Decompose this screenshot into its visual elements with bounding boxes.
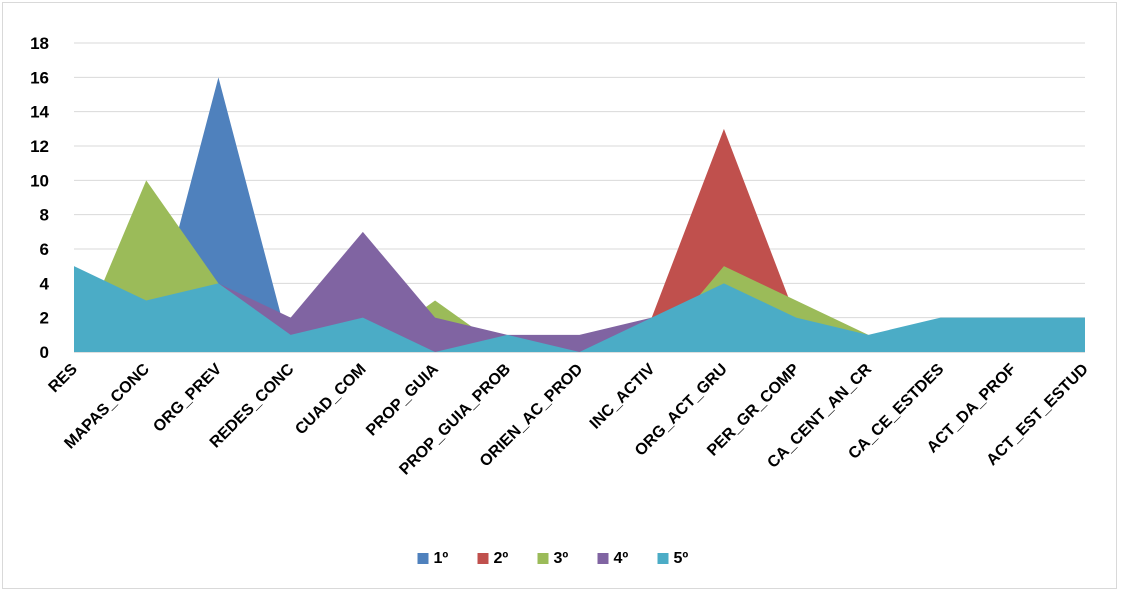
- x-tick-label: ORG_PREV: [150, 361, 225, 436]
- y-tick-label: 0: [40, 343, 49, 362]
- legend-label-2: 2º: [494, 550, 509, 567]
- y-tick-label: 6: [40, 240, 49, 259]
- series-area-5: [74, 266, 1085, 352]
- y-tick-label: 4: [40, 274, 50, 293]
- series-area-4: [74, 231, 1085, 352]
- x-tick-label: PROP_GUIA: [363, 360, 442, 439]
- y-tick-label: 10: [30, 171, 49, 190]
- legend-label-4: 4º: [614, 550, 629, 567]
- legend-swatch-4: [597, 553, 609, 564]
- y-tick-label: 8: [40, 206, 49, 225]
- y-tick-label: 12: [30, 137, 49, 156]
- x-tick-label: CUAD_COM: [292, 361, 369, 438]
- area-series: [74, 77, 1085, 352]
- legend-swatch-5: [657, 553, 669, 564]
- x-axis-ticks: RESMAPAS_CONCORG_PREVREDES_CONCCUAD_COMP…: [46, 360, 1092, 478]
- y-tick-label: 2: [40, 309, 49, 328]
- legend-label-5: 5º: [674, 550, 689, 567]
- y-axis-ticks: 0 2 4 6 8 10 12 14 16 18: [30, 34, 49, 362]
- y-tick-label: 16: [30, 68, 49, 87]
- legend-label-3: 3º: [554, 550, 569, 567]
- legend: 1º 2º 3º 4º 5º: [417, 550, 689, 567]
- legend-swatch-2: [477, 553, 489, 564]
- y-tick-label: 14: [30, 103, 49, 122]
- legend-label-1: 1º: [434, 550, 449, 567]
- legend-swatch-3: [537, 553, 549, 564]
- legend-swatch-1: [417, 553, 429, 564]
- y-tick-label: 18: [30, 34, 49, 53]
- x-tick-label: RES: [46, 361, 82, 397]
- x-tick-label: INC_ACTIV: [587, 361, 659, 433]
